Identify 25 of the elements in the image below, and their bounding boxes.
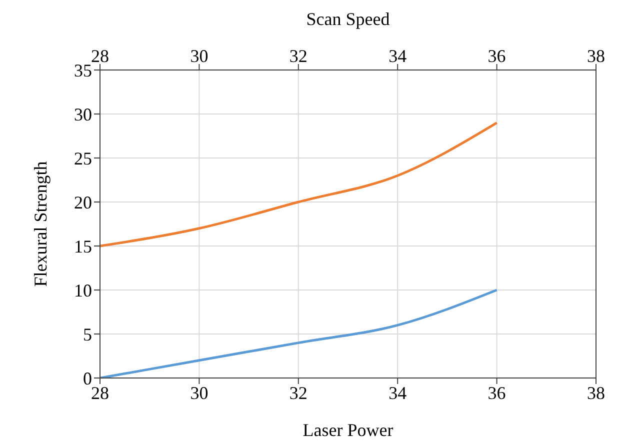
y-tick-label: 0 [83, 368, 92, 388]
x2-tick-label: 28 [91, 382, 109, 403]
x-axis-title: Laser Power [302, 420, 394, 440]
y-tick-label: 15 [74, 236, 92, 256]
x2-tick-label: 32 [289, 382, 308, 403]
x2-tick-label: 30 [190, 382, 208, 403]
line-series [100, 122, 498, 248]
x2-tick-label: 38 [587, 382, 605, 403]
x-tick-label: 34 [388, 46, 407, 66]
x-tick-label: 30 [190, 46, 208, 66]
y-tick-label: 10 [74, 280, 92, 300]
y-tick-label: 25 [74, 148, 92, 168]
x2-tick-label: 36 [488, 382, 506, 403]
x-tick-label: 28 [91, 46, 109, 66]
line-series [100, 288, 498, 378]
x-tick-label: 36 [488, 46, 506, 66]
x2-tick-label: 34 [388, 382, 407, 403]
x2-axis-title: Scan Speed [306, 8, 390, 29]
y-tick-label: 35 [74, 60, 92, 80]
x-tick-label: 32 [289, 46, 308, 66]
y-axis-title: Flexural Strength [30, 161, 50, 287]
y-tick-label: 30 [74, 104, 92, 124]
y-tick-label: 5 [83, 324, 92, 344]
y-tick-label: 20 [74, 192, 92, 212]
x-tick-label: 38 [587, 46, 605, 66]
